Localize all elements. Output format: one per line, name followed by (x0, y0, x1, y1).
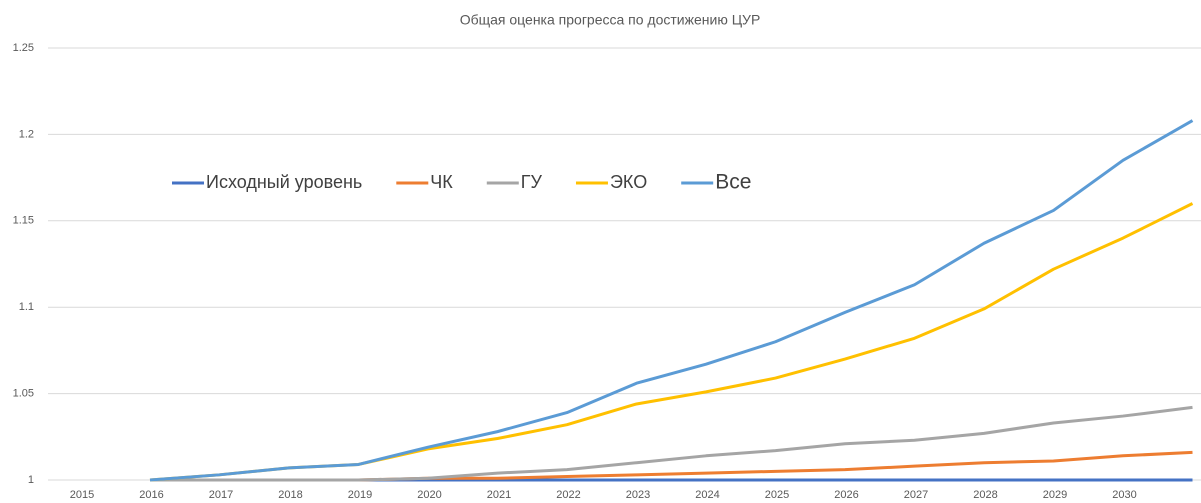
x-tick-label: 2023 (626, 489, 650, 501)
series-line (149, 119, 1194, 482)
x-tick-label: 2022 (556, 489, 580, 501)
legend-label: ЧК (430, 172, 453, 192)
x-tick-label: 2028 (973, 489, 997, 501)
x-tick-label: 2030 (1112, 489, 1136, 501)
legend-label: Все (715, 171, 751, 194)
x-tick-label: 2029 (1043, 489, 1067, 501)
x-tick-label: 2015 (70, 489, 94, 501)
y-tick-label: 1 (28, 474, 34, 486)
x-tick-label: 2027 (904, 489, 928, 501)
legend-label: ГУ (521, 172, 543, 192)
x-tick-label: 2024 (695, 489, 719, 501)
legend-label: Исходный уровень (206, 172, 362, 192)
legend-label: ЭКО (610, 172, 647, 192)
chart-title: Общая оценка прогресса по достижению ЦУР (460, 12, 761, 28)
x-tick-label: 2026 (834, 489, 858, 501)
x-tick-label: 2025 (765, 489, 789, 501)
x-tick-label: 2021 (487, 489, 511, 501)
series-line (149, 202, 1194, 482)
x-tick-label: 2016 (139, 489, 163, 501)
y-tick-label: 1.05 (13, 388, 34, 400)
x-tick-label: 2019 (348, 489, 372, 501)
x-tick-label: 2020 (417, 489, 441, 501)
y-tick-label: 1.25 (13, 42, 34, 54)
y-tick-label: 1.15 (13, 215, 34, 227)
x-tick-label: 2017 (209, 489, 233, 501)
y-tick-label: 1.2 (19, 128, 34, 140)
series-line (150, 405, 1193, 482)
x-tick-label: 2018 (278, 489, 302, 501)
y-tick-label: 1.1 (19, 301, 34, 313)
